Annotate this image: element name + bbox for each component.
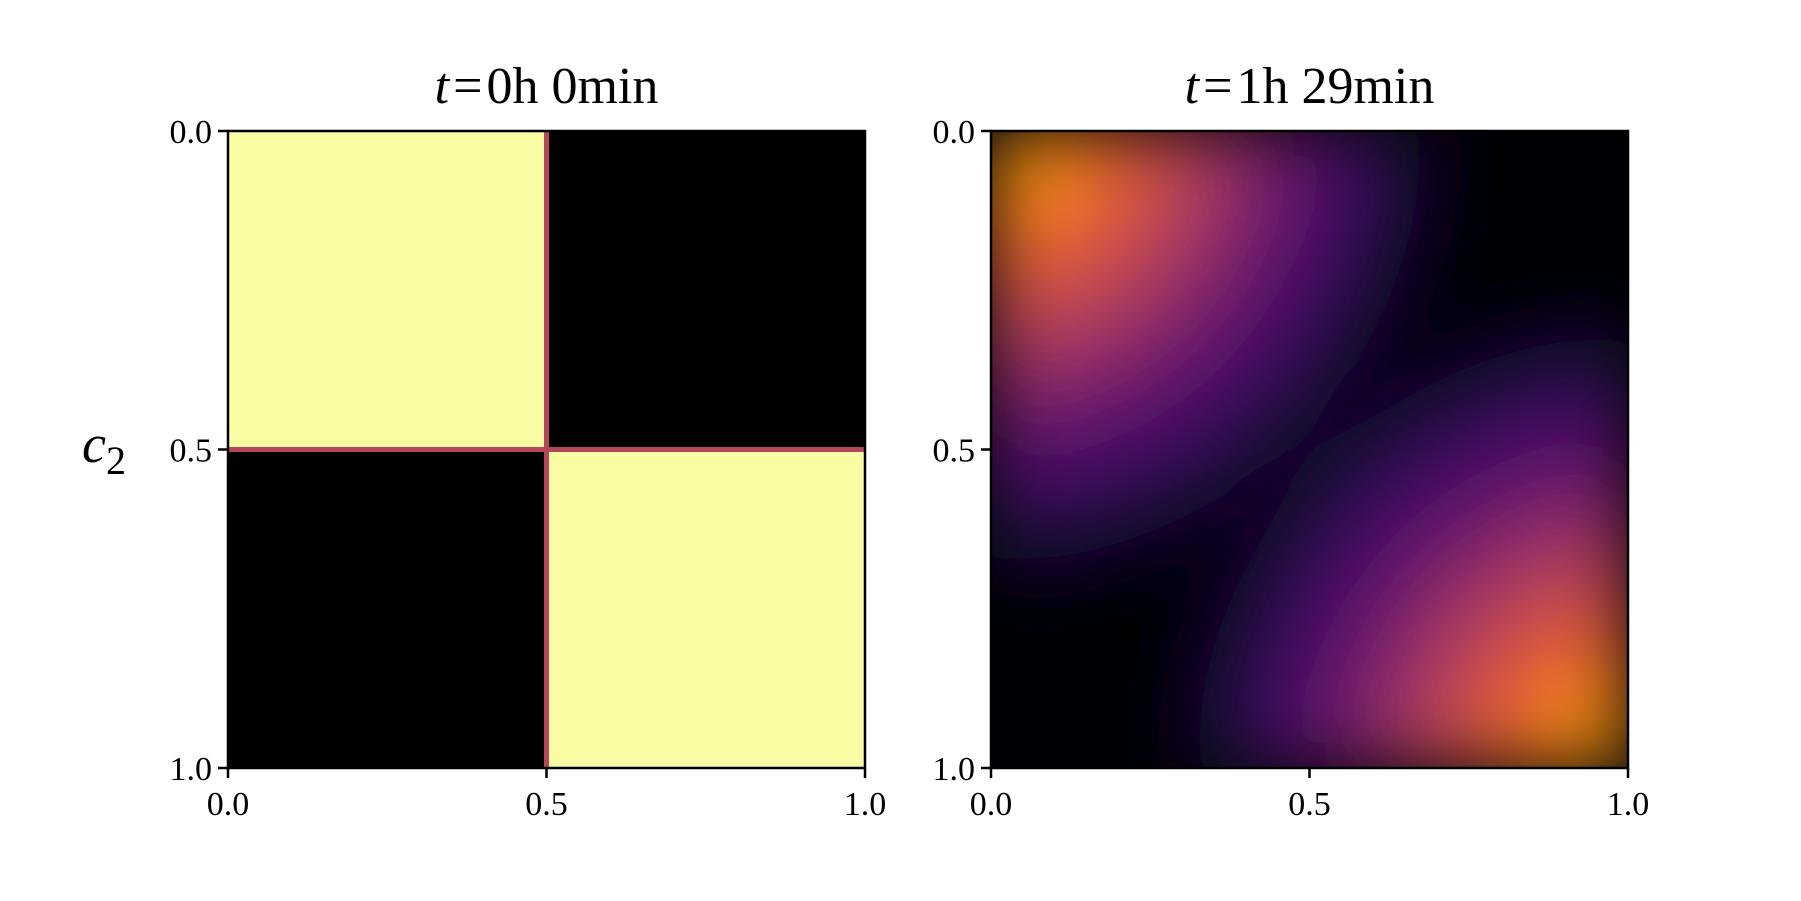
title-value: 0h 0min — [486, 58, 658, 115]
heatmap-panel-later: 0.0 0.5 1.0 0.0 0.5 1.0 t=1h 29min — [933, 58, 1650, 823]
y-axis-ticks: 0.0 0.5 1.0 — [170, 114, 228, 788]
heatmap-field — [991, 131, 1628, 768]
title-equals: = — [1203, 58, 1232, 115]
y-axis-label: c2 — [82, 414, 126, 483]
title-value: 1h 29min — [1236, 58, 1434, 115]
x-axis-ticks: 0.0 0.5 1.0 — [207, 768, 887, 823]
y-label-subscript: 2 — [106, 438, 126, 483]
heatmap-cells — [228, 131, 865, 768]
title-equals: = — [453, 58, 482, 115]
heatmap-cell — [228, 449, 547, 768]
title-variable: t — [435, 58, 451, 115]
y-tick-label: 0.5 — [933, 433, 976, 470]
heatmap-cell — [546, 449, 865, 768]
y-tick-label: 1.0 — [170, 751, 213, 788]
y-axis-ticks: 0.0 0.5 1.0 — [933, 114, 991, 788]
x-tick-label: 0.0 — [207, 786, 250, 823]
x-tick-label: 0.5 — [525, 786, 568, 823]
x-tick-label: 0.0 — [970, 786, 1013, 823]
y-tick-label: 0.0 — [170, 114, 213, 151]
x-tick-label: 1.0 — [1607, 786, 1650, 823]
title-variable: t — [1185, 58, 1201, 115]
x-axis-ticks: 0.0 0.5 1.0 — [970, 768, 1650, 823]
x-tick-label: 0.5 — [1288, 786, 1331, 823]
y-tick-label: 0.5 — [170, 433, 213, 470]
panel-title: t=0h 0min — [435, 58, 659, 115]
x-tick-label: 1.0 — [844, 786, 887, 823]
heatmap-panel-initial: 0.0 0.5 1.0 0.0 0.5 1.0 t=0h 0min c2 — [82, 58, 886, 823]
y-tick-label: 0.0 — [933, 114, 976, 151]
y-tick-label: 1.0 — [933, 751, 976, 788]
boundary-lines — [228, 131, 865, 768]
heatmap-cell — [546, 131, 865, 450]
y-label-variable: c — [82, 414, 106, 474]
heatmap-cell — [228, 131, 547, 450]
panel-title: t=1h 29min — [1185, 58, 1435, 115]
heatmap-peak-bottom-right — [1131, 271, 1628, 768]
